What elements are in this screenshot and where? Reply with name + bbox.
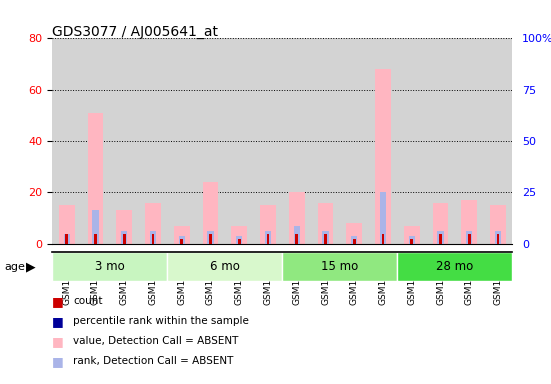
Text: rank, Detection Call = ABSENT: rank, Detection Call = ABSENT xyxy=(73,356,234,366)
Bar xyxy=(439,233,442,244)
Bar xyxy=(207,231,214,244)
Text: count: count xyxy=(73,296,103,306)
FancyBboxPatch shape xyxy=(168,252,282,281)
Text: age: age xyxy=(4,262,25,272)
Bar xyxy=(322,231,329,244)
Bar xyxy=(496,233,500,244)
Bar xyxy=(461,200,477,244)
Bar xyxy=(63,233,70,244)
Bar xyxy=(437,231,444,244)
Text: ■: ■ xyxy=(52,355,64,368)
Bar xyxy=(203,182,218,244)
Bar xyxy=(59,205,74,244)
Text: ■: ■ xyxy=(52,315,64,328)
Bar xyxy=(295,233,298,244)
Bar xyxy=(490,205,506,244)
Bar xyxy=(409,236,415,244)
Bar xyxy=(94,233,97,244)
Text: 28 mo: 28 mo xyxy=(436,260,473,273)
Bar xyxy=(382,233,385,244)
Bar xyxy=(174,226,190,244)
Bar xyxy=(375,69,391,244)
Bar xyxy=(347,223,362,244)
Bar xyxy=(179,236,185,244)
Bar xyxy=(231,226,247,244)
Text: GDS3077 / AJ005641_at: GDS3077 / AJ005641_at xyxy=(52,25,218,39)
Text: ▶: ▶ xyxy=(26,260,36,273)
Bar xyxy=(294,226,300,244)
Bar xyxy=(353,239,356,244)
Bar xyxy=(180,239,183,244)
Bar xyxy=(123,233,126,244)
Text: ■: ■ xyxy=(52,335,64,348)
Text: 6 mo: 6 mo xyxy=(210,260,240,273)
Bar xyxy=(404,226,420,244)
Text: 3 mo: 3 mo xyxy=(95,260,125,273)
Bar xyxy=(150,231,156,244)
Text: 15 mo: 15 mo xyxy=(321,260,359,273)
Bar xyxy=(267,233,269,244)
Bar xyxy=(289,192,305,244)
Bar xyxy=(433,203,449,244)
Bar xyxy=(260,205,276,244)
Bar xyxy=(88,113,104,244)
Bar xyxy=(238,239,241,244)
Bar xyxy=(380,192,386,244)
FancyBboxPatch shape xyxy=(397,252,512,281)
Bar xyxy=(317,203,333,244)
Bar xyxy=(93,210,99,244)
Bar xyxy=(265,231,271,244)
Text: value, Detection Call = ABSENT: value, Detection Call = ABSENT xyxy=(73,336,239,346)
Text: ■: ■ xyxy=(52,295,64,308)
Text: percentile rank within the sample: percentile rank within the sample xyxy=(73,316,249,326)
Bar xyxy=(468,233,471,244)
Bar xyxy=(209,233,212,244)
Bar xyxy=(116,210,132,244)
Bar xyxy=(65,233,68,244)
Bar xyxy=(145,203,161,244)
Bar xyxy=(495,231,501,244)
FancyBboxPatch shape xyxy=(52,252,168,281)
Bar xyxy=(410,239,413,244)
Bar xyxy=(351,236,358,244)
FancyBboxPatch shape xyxy=(282,252,397,281)
Bar xyxy=(121,231,127,244)
Bar xyxy=(236,236,242,244)
Bar xyxy=(466,231,472,244)
Bar xyxy=(324,233,327,244)
Bar xyxy=(152,233,154,244)
